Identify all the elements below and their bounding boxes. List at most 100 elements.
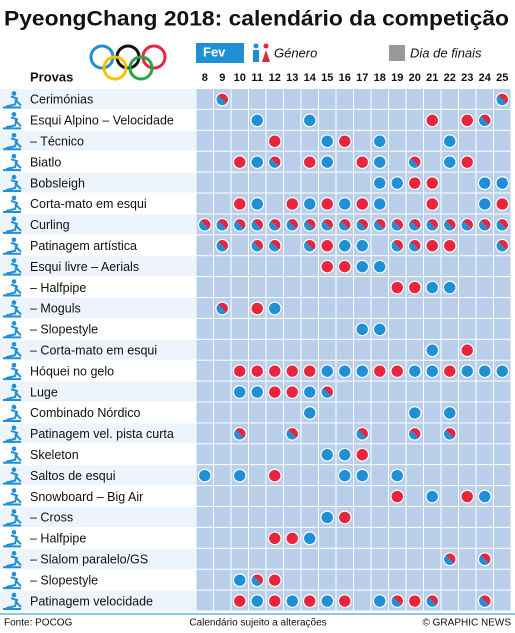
pictogram [3,425,22,443]
pictogram-body [3,241,22,255]
marker-half [252,239,264,251]
marker-half [340,218,351,230]
marker-mixed [477,552,492,567]
day-label: 11 [251,72,263,84]
cell [319,548,336,569]
marker-ring [197,217,212,232]
cell [214,590,231,611]
marker-half [391,596,402,608]
cell [284,235,301,256]
cell [196,444,213,465]
marker [495,197,510,211]
cell [406,507,423,527]
olympic-rings [89,44,167,81]
marker-ring [337,217,352,232]
credit: © GRAPHIC NEWS [423,618,512,629]
marker [320,364,335,379]
row-label-bg [0,527,196,548]
row-label-bg [0,465,196,486]
cell [459,402,476,423]
cell [214,548,231,569]
row-label-bg [0,109,196,130]
cell [284,109,301,130]
marker-mixed [425,594,440,608]
marker [390,468,405,483]
cell [459,277,476,297]
cell [301,569,318,590]
pictogram-head [11,530,17,535]
marker [285,594,300,608]
cell [441,339,458,360]
pictogram-body [3,492,22,506]
marker [425,197,440,211]
cell [441,318,458,339]
cell [284,318,301,339]
marker-half [408,429,420,441]
marker-half [426,596,437,608]
cell [249,527,266,548]
marker [442,155,457,170]
pictogram-body [3,116,22,130]
cell [494,151,511,172]
cell [284,130,301,151]
pictogram [3,509,22,527]
gender-icons [253,43,270,62]
cell [389,444,406,465]
marker-half [410,218,421,230]
cell [494,298,511,318]
marker-half [480,114,491,125]
event-label: – Cross [30,511,73,525]
cell [301,256,318,277]
marker [337,594,352,608]
cell [231,402,248,423]
cell [231,109,248,130]
marker [232,155,247,170]
pictogram-body [3,471,22,485]
day-label: 9 [219,72,225,84]
month: Fev [203,44,226,59]
cell [336,172,353,193]
marker [320,238,335,253]
cell [319,465,336,486]
marker-half [270,155,281,167]
row-label-bg [0,381,196,402]
cell [231,507,248,527]
marker [460,364,475,379]
cell [494,444,511,465]
cell [406,318,423,339]
marker-half [268,220,280,232]
cell [266,256,283,277]
cell [284,569,301,590]
marker [477,197,492,211]
cell [424,569,441,590]
marker-half [410,155,421,167]
cell [424,507,441,527]
cell [319,486,336,506]
cell [371,507,388,527]
cell [284,298,301,318]
cell [494,402,511,423]
cell [354,527,371,548]
marker [267,301,282,316]
marker-half [268,157,280,169]
cell [371,444,388,465]
marker [320,594,335,608]
cell [354,590,371,611]
cell [406,569,423,590]
cell [266,548,283,569]
cell [249,256,266,277]
cell [231,277,248,297]
pictogram [3,153,22,172]
marker [372,594,387,608]
marker-half [270,218,281,230]
marker [337,364,352,379]
cell [266,423,283,444]
pictogram-head [11,383,17,389]
cell [319,298,336,318]
marker [442,364,457,379]
pictogram-body [3,158,22,172]
cell [371,423,388,444]
cell [406,444,423,465]
row-label-bg [0,89,196,109]
row-label-bg [0,235,196,256]
